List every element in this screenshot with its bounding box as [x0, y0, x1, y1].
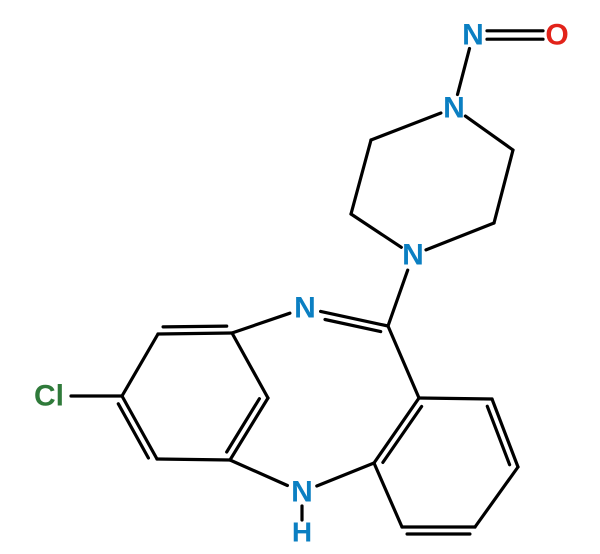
bond — [458, 49, 470, 95]
bond — [122, 334, 158, 396]
bond — [230, 398, 268, 460]
bond — [158, 333, 232, 334]
atom-H: H — [292, 517, 312, 548]
bond — [232, 313, 290, 333]
atom-N: N — [443, 92, 465, 125]
bond — [371, 113, 441, 140]
bond — [419, 398, 492, 399]
bond — [232, 333, 268, 398]
bond — [351, 214, 401, 247]
bond — [465, 116, 513, 150]
atom-O: O — [545, 19, 568, 52]
bond — [388, 270, 408, 326]
atom-N: N — [291, 476, 313, 509]
bond — [122, 396, 157, 459]
bond — [321, 311, 388, 326]
bond — [317, 463, 374, 486]
bond — [374, 463, 402, 527]
bond — [494, 150, 513, 223]
bond — [157, 459, 230, 460]
bond — [374, 398, 419, 463]
bond — [227, 399, 260, 452]
atom-N: N — [294, 292, 316, 325]
bond — [163, 326, 227, 327]
atom-N: N — [402, 239, 424, 272]
bond — [383, 407, 422, 463]
bond — [426, 223, 494, 250]
bond — [351, 140, 371, 214]
bond — [118, 404, 148, 458]
atom-Cl: Cl — [34, 380, 64, 413]
bond — [230, 460, 287, 486]
bond — [388, 326, 419, 398]
bond — [475, 467, 518, 527]
molecule-diagram: ClNNHNNNO — [0, 0, 600, 554]
atom-N: N — [462, 19, 484, 52]
